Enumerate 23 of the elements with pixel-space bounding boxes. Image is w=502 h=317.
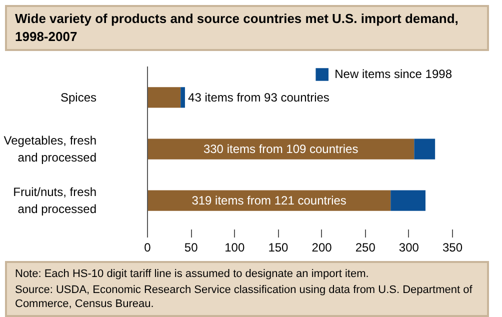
- chart-title: Wide variety of products and source countries met U.S. import demand, 1998-2007: [15, 10, 460, 46]
- x-tick-label: 50: [184, 240, 198, 254]
- bar: [180, 87, 185, 108]
- y-tick-label: Spices: [60, 90, 97, 104]
- bar: [390, 190, 426, 211]
- x-tick-label: 250: [355, 240, 376, 254]
- x-tick-label: 300: [398, 240, 420, 254]
- total-label: 43 items from 93 countries: [188, 90, 330, 104]
- bar: [414, 138, 436, 160]
- y-tick-label: Fruit/nuts, fresh and processed: [13, 185, 97, 216]
- x-tick-label: 100: [224, 240, 245, 254]
- bar: [148, 87, 181, 108]
- y-tick-label: Vegetables, fresh and processed: [4, 134, 97, 164]
- total-label: 319 items from 121 countries: [192, 194, 346, 208]
- x-tick-label: 0: [144, 240, 152, 254]
- x-tick-label: 200: [312, 240, 332, 254]
- text: Note: Each HS-10 digit tariff line is assumed to designate an import item.: [15, 267, 370, 281]
- x-tick-label: 350: [442, 240, 463, 254]
- legend-label: New items since 1998: [334, 67, 452, 81]
- source-note: Source: USDA, Economic Research Service classification using data from U.S. Department of Commerce, Census Bureau.: [15, 283, 474, 311]
- bar: [148, 138, 414, 160]
- total-label: 330 items from 109 countries: [203, 142, 358, 156]
- x-tick-label: 150: [268, 240, 289, 254]
